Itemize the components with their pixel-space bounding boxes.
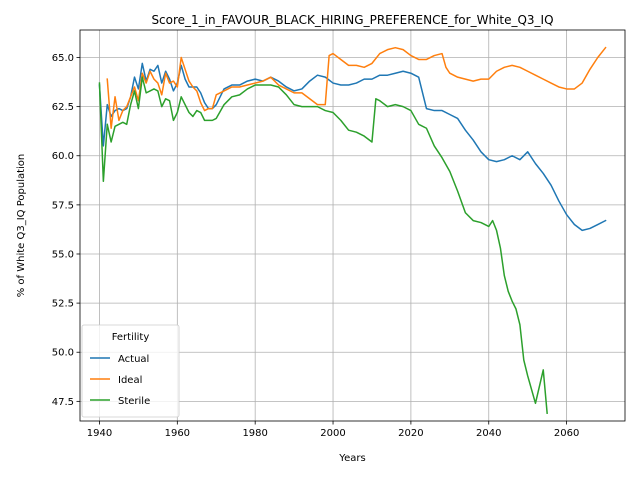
x-tick-label: 2060 (554, 428, 579, 439)
series-line-ideal (106, 46, 607, 129)
x-axis: 1940 1960 1980 2000 2020 2040 2060 (87, 421, 579, 439)
y-tick-label: 60.0 (52, 151, 74, 162)
legend: Fertility Actual Ideal Sterile (81, 324, 180, 418)
y-tick-label: 47.5 (52, 397, 74, 408)
x-tick-label: 1980 (242, 428, 267, 439)
x-axis-label: Years (338, 453, 365, 464)
x-tick-label: 2000 (320, 428, 345, 439)
legend-box (81, 324, 180, 418)
x-tick-label: 1940 (87, 428, 112, 439)
y-axis-label: % of White Q3_IQ Population (16, 154, 27, 298)
legend-label-sterile: Sterile (118, 396, 150, 407)
y-tick-label: 57.5 (52, 200, 74, 211)
legend-label-actual: Actual (118, 354, 149, 365)
x-tick-label: 2020 (398, 428, 423, 439)
y-axis: 47.5 50.0 52.5 55.0 57.5 60.0 62.5 65.0 (52, 53, 80, 408)
series-line-sterile (98, 76, 548, 414)
y-tick-label: 55.0 (52, 249, 74, 260)
chart-title: Score_1_in_FAVOUR_BLACK_HIRING_PREFERENC… (151, 13, 553, 27)
y-tick-label: 52.5 (52, 299, 74, 310)
plot-frame (79, 29, 626, 422)
x-tick-label: 1960 (165, 428, 190, 439)
y-tick-label: 65.0 (52, 53, 74, 64)
x-tick-label: 2040 (476, 428, 501, 439)
legend-label-ideal: Ideal (118, 375, 142, 386)
series-line-actual (98, 62, 607, 232)
y-tick-label: 62.5 (52, 102, 74, 113)
y-tick-label: 50.0 (52, 348, 74, 359)
series-layer (98, 46, 607, 414)
legend-title: Fertility (112, 332, 150, 343)
